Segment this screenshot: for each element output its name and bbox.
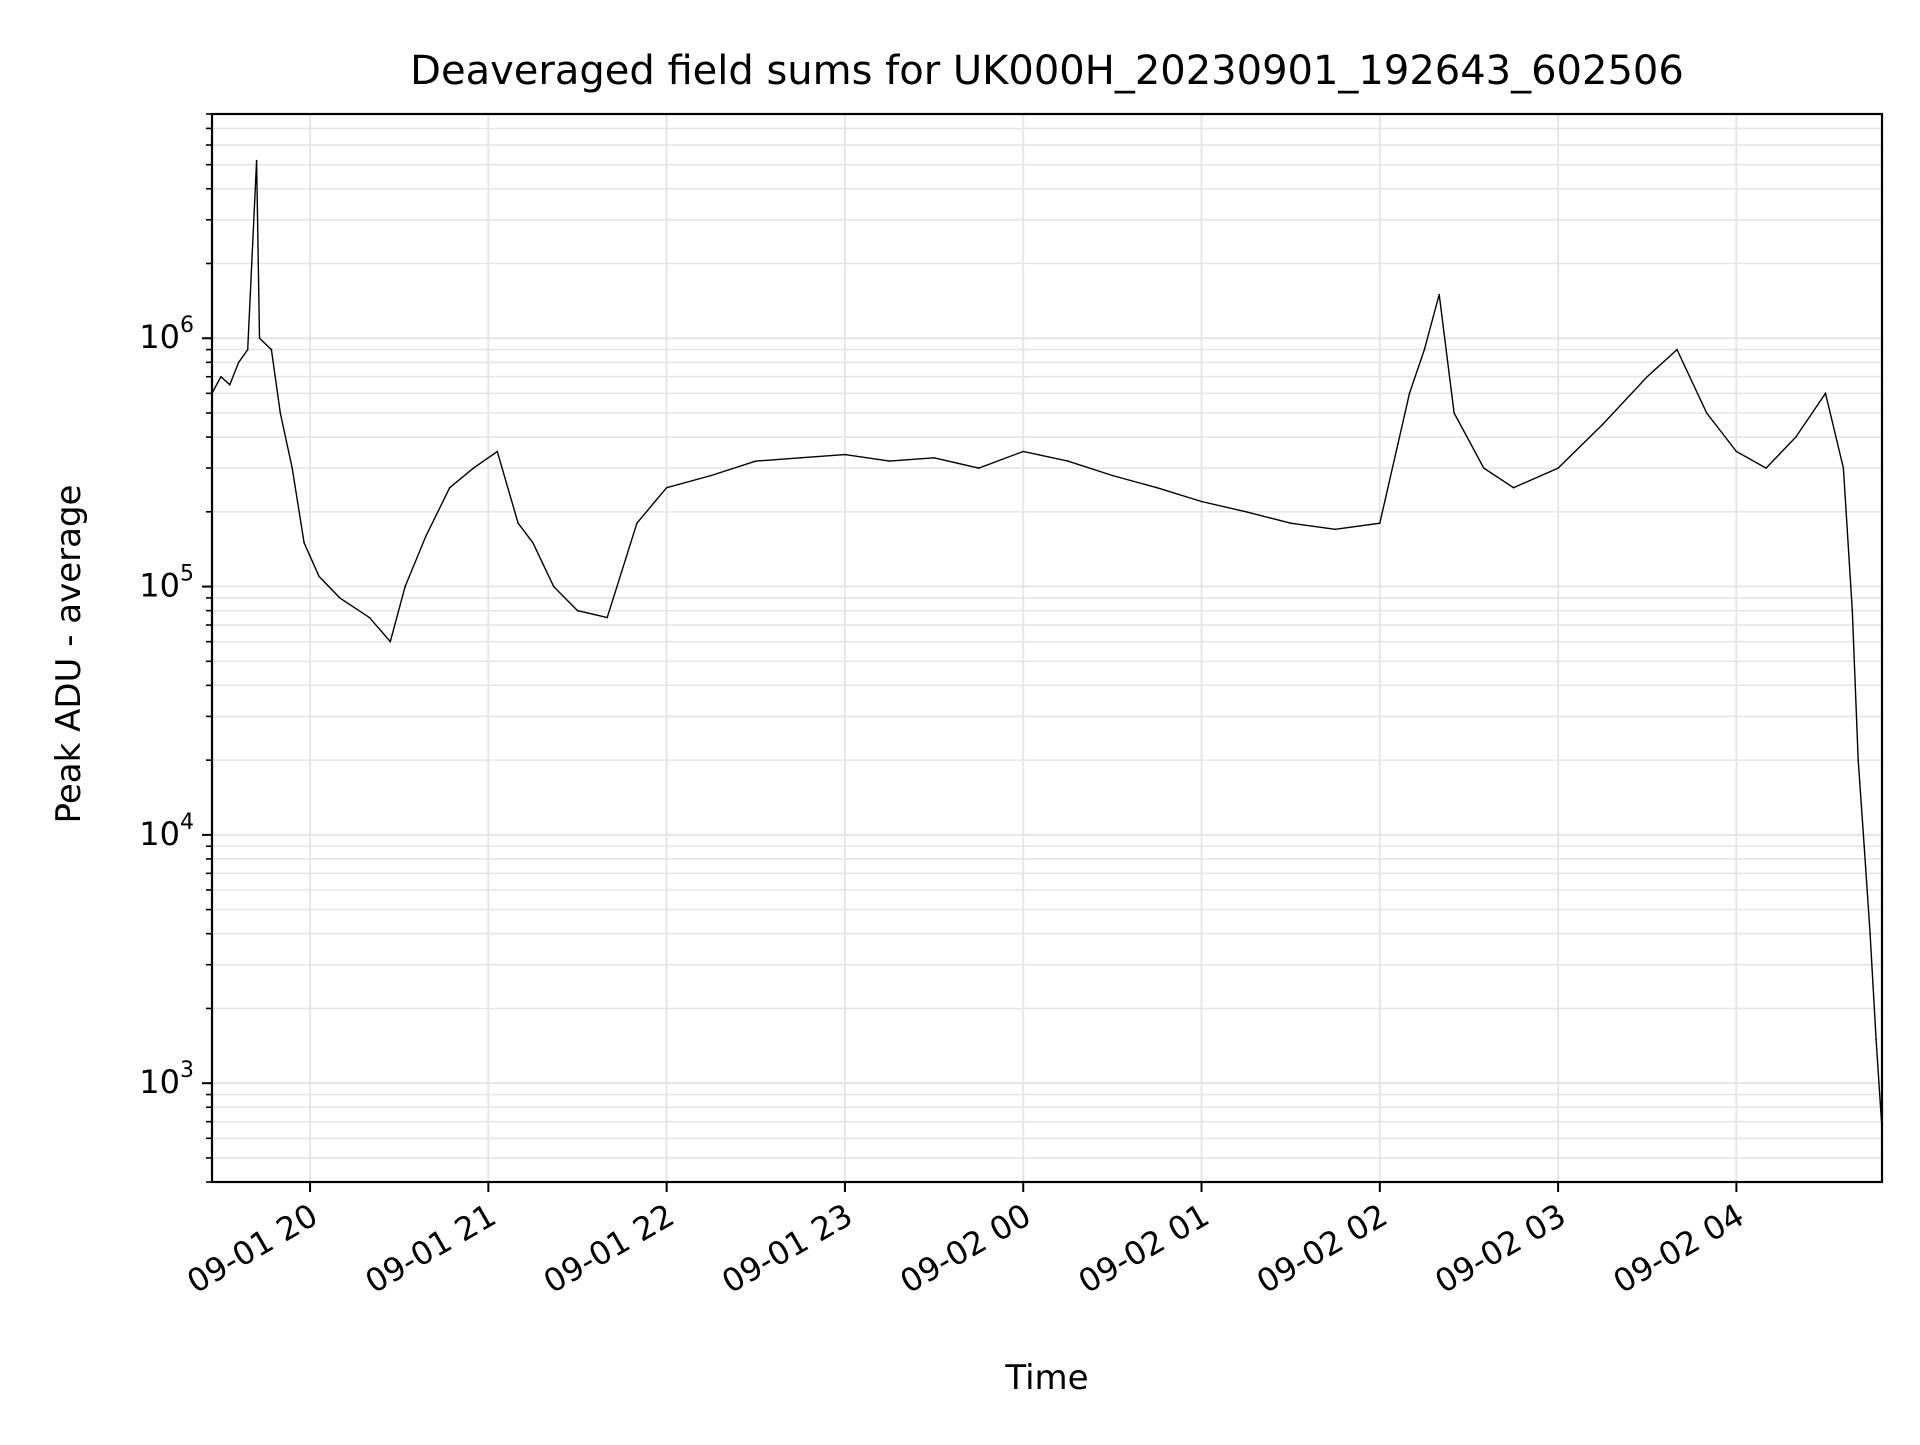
data-point (1824, 392, 1827, 395)
data-point (255, 159, 258, 162)
data-point (1423, 348, 1426, 351)
data-point (1601, 423, 1604, 426)
data-point (425, 535, 427, 537)
data-point (517, 522, 519, 524)
data-point (279, 412, 282, 414)
data-point (220, 375, 222, 378)
data-point (532, 542, 534, 544)
data-point (1676, 348, 1678, 351)
data-point (636, 522, 638, 524)
data-point (844, 453, 846, 456)
data-point (339, 597, 341, 599)
data-point (291, 467, 294, 469)
data-point (1557, 467, 1559, 469)
data-point (576, 609, 579, 612)
data-point (229, 383, 231, 386)
data-point (404, 585, 406, 588)
data-point (710, 474, 712, 477)
data-point (1245, 511, 1247, 513)
data-point (246, 348, 249, 351)
data-point (1765, 467, 1767, 469)
data-point (258, 337, 261, 340)
data-point (888, 460, 891, 462)
data-point (1022, 450, 1024, 453)
data-point (1379, 522, 1381, 524)
data-point (1453, 412, 1455, 414)
data-point (1863, 845, 1865, 847)
data-point (1869, 932, 1871, 935)
data-point (606, 616, 608, 619)
data-point (1646, 375, 1648, 378)
data-point (1438, 293, 1440, 296)
data-point (1705, 412, 1708, 414)
data-point (303, 542, 305, 544)
data-point (1512, 486, 1515, 489)
data-point (389, 640, 392, 643)
x-axis-label: Time (1004, 1358, 1088, 1398)
data-point (1875, 1038, 1877, 1041)
data-point (270, 348, 273, 351)
data-point (1857, 759, 1859, 761)
data-point (755, 460, 757, 462)
data-point (368, 616, 371, 619)
y-tick-label: 104 (139, 810, 194, 853)
data-point (1111, 474, 1114, 477)
data-point (665, 486, 668, 489)
data-point (1408, 392, 1411, 395)
y-axis-label: Peak ADU - average (49, 485, 89, 824)
data-point (799, 457, 802, 459)
y-axis-ticks: 103 104 105 106 (139, 113, 212, 1183)
data-point (472, 467, 475, 469)
data-point (318, 575, 320, 578)
chart-title: Deaveraged field sums for UK000H_2023090… (410, 48, 1684, 94)
data-point (1842, 467, 1845, 469)
data-point (1795, 436, 1797, 438)
data-point (977, 467, 980, 469)
data-point (237, 361, 240, 364)
data-point (1735, 450, 1738, 453)
y-tick-label: 103 (139, 1058, 194, 1101)
data-point (448, 486, 451, 489)
data-point (1289, 522, 1292, 524)
y-tick-label: 105 (139, 562, 194, 605)
plot-frame (210, 112, 1884, 1184)
grid (212, 113, 1882, 1183)
data-point (1156, 486, 1158, 489)
data-point (933, 457, 935, 459)
data-point (1334, 528, 1336, 531)
data-point (1067, 460, 1069, 462)
data-point (1851, 609, 1854, 612)
data-point (552, 585, 555, 588)
series-layer (211, 159, 1883, 1131)
data-point (1200, 500, 1203, 503)
y-tick-label: 106 (139, 313, 194, 356)
data-point (1483, 467, 1485, 469)
data-point (496, 450, 499, 453)
